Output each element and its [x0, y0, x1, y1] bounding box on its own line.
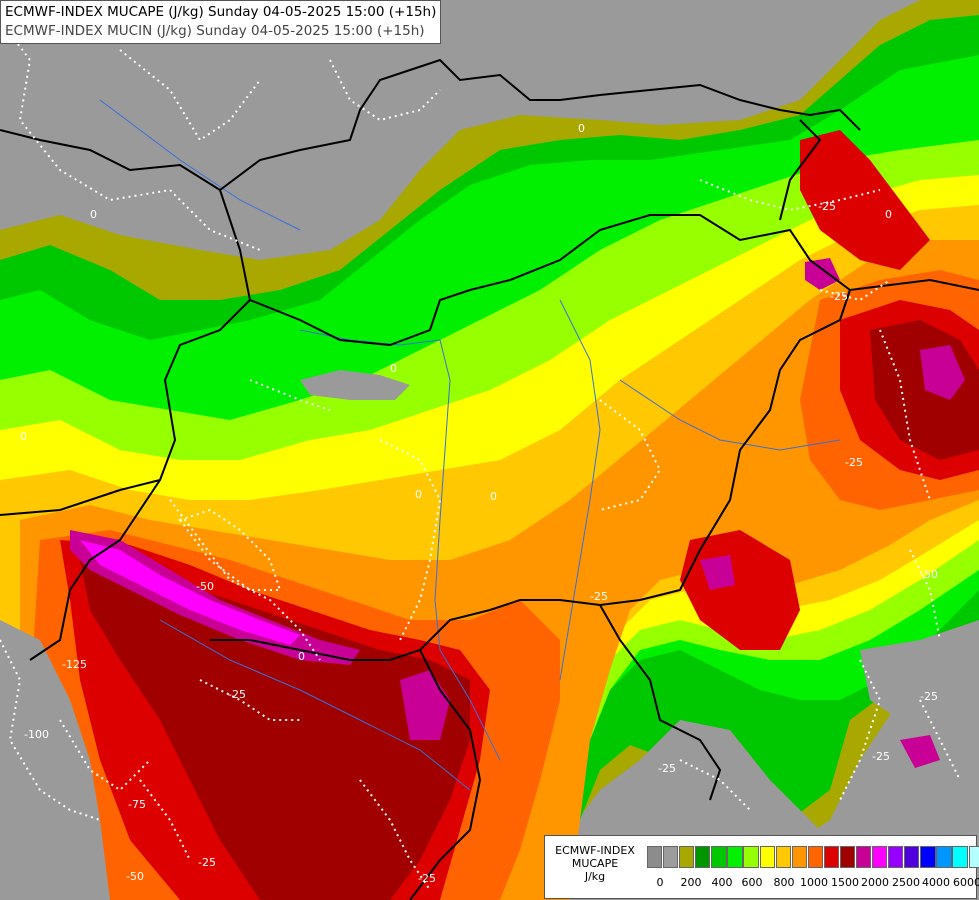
- legend-swatch: [775, 846, 791, 868]
- contour-label: -25: [872, 750, 890, 763]
- legend-tick-label: 4000: [922, 876, 950, 889]
- legend-swatch: [695, 846, 711, 868]
- legend-swatch: [743, 846, 759, 868]
- no-cape-area-southeast: [640, 720, 820, 860]
- map-title-box: ECMWF-INDEX MUCAPE (J/kg) Sunday 04-05-2…: [0, 0, 442, 44]
- legend-swatch: [791, 846, 807, 868]
- contour-label: -50: [196, 580, 214, 593]
- contour-label: 0: [578, 122, 585, 135]
- contour-label: -25: [590, 590, 608, 603]
- cape-region-magenta-se: [900, 735, 940, 768]
- cape-region-magenta-east: [920, 345, 965, 400]
- legend-swatch: [711, 846, 727, 868]
- legend-swatch: [872, 846, 888, 868]
- contour-label: -25: [228, 688, 246, 701]
- contour-label: 0: [20, 430, 27, 443]
- contour-labels: 0 0 0 0 0 0 0 0 -25 -25 -25 -25 -25 -25 …: [20, 122, 938, 885]
- country-borders: [0, 58, 979, 900]
- legend-tick-label: 800: [773, 876, 795, 889]
- cape-region-magenta-se2: [700, 555, 735, 590]
- contour-label: 0: [90, 208, 97, 221]
- color-legend: ECMWF-INDEX MUCAPE J/kg 0 200 400 600 800 100…: [544, 835, 979, 899]
- no-cape-area-west: [0, 620, 110, 900]
- legend-tick-label: 2000: [861, 876, 889, 889]
- legend-tick-label: 1000: [800, 876, 828, 889]
- legend-swatch: [968, 846, 979, 868]
- contour-label: -25: [198, 856, 216, 869]
- legend-tick-label: 2500: [892, 876, 920, 889]
- contour-label: -25: [658, 762, 676, 775]
- contour-label: 0: [298, 650, 305, 663]
- cape-region-dark-red: [80, 560, 470, 900]
- legend-model: ECMWF-INDEX: [555, 844, 635, 857]
- contour-label: 0: [490, 490, 497, 503]
- cape-region-red-north: [800, 130, 930, 270]
- contour-label: -25: [830, 290, 848, 303]
- legend-swatch: [856, 846, 872, 868]
- no-cape-area-lake: [300, 370, 410, 400]
- mucape-title: ECMWF-INDEX MUCAPE (J/kg) Sunday 04-05-2…: [5, 4, 437, 20]
- contour-label: 0: [390, 362, 397, 375]
- contour-label: -25: [845, 456, 863, 469]
- legend-swatch: [936, 846, 952, 868]
- legend-tick-label: 0: [656, 876, 664, 889]
- legend-swatch: [647, 846, 663, 868]
- mucin-contours: [0, 19, 961, 891]
- legend-swatch: [904, 846, 920, 868]
- legend-parameter: MUCAPE: [571, 857, 619, 870]
- contour-label: -50: [920, 568, 938, 581]
- contour-label: 0: [415, 488, 422, 501]
- contour-label: -125: [62, 658, 87, 671]
- legend-swatch: [727, 846, 743, 868]
- legend-unit: J/kg: [584, 870, 606, 883]
- legend-swatch: [920, 846, 936, 868]
- legend-swatches: [647, 846, 979, 868]
- no-cape-area-north: [0, 0, 860, 240]
- contour-label: -25: [920, 690, 938, 703]
- legend-swatch: [759, 846, 775, 868]
- contour-label: -25: [418, 872, 436, 885]
- legend-swatch: [807, 846, 823, 868]
- no-cape-area-east: [860, 620, 979, 720]
- legend-title: ECMWF-INDEX MUCAPE J/kg: [549, 844, 641, 883]
- cape-region-magenta-ne: [805, 258, 840, 290]
- legend-swatch: [823, 846, 840, 868]
- legend-swatch: [888, 846, 904, 868]
- legend-tick-label: 200: [680, 876, 702, 889]
- cape-region-magenta-south: [400, 670, 450, 740]
- cape-region-pink: [80, 540, 300, 645]
- contour-label: -75: [128, 798, 146, 811]
- legend-tick-label: 1500: [831, 876, 859, 889]
- contour-label: -50: [126, 870, 144, 883]
- legend-tick-label: 600: [741, 876, 763, 889]
- legend-swatch: [663, 846, 679, 868]
- legend-swatch: [839, 846, 856, 868]
- legend-tick-label: 400: [711, 876, 733, 889]
- mucin-title: ECMWF-INDEX MUCIN (J/kg) Sunday 04-05-20…: [5, 23, 425, 39]
- contour-label: 0: [885, 208, 892, 221]
- contour-label: -25: [818, 200, 836, 213]
- legend-swatch: [952, 846, 968, 868]
- legend-tick-label: 6000: [953, 876, 979, 889]
- legend-ticks: 0 200 400 600 800 1000 1500 2000 2500 4000 6000: [647, 876, 979, 890]
- legend-swatch: [679, 846, 695, 868]
- contour-label: -100: [24, 728, 49, 741]
